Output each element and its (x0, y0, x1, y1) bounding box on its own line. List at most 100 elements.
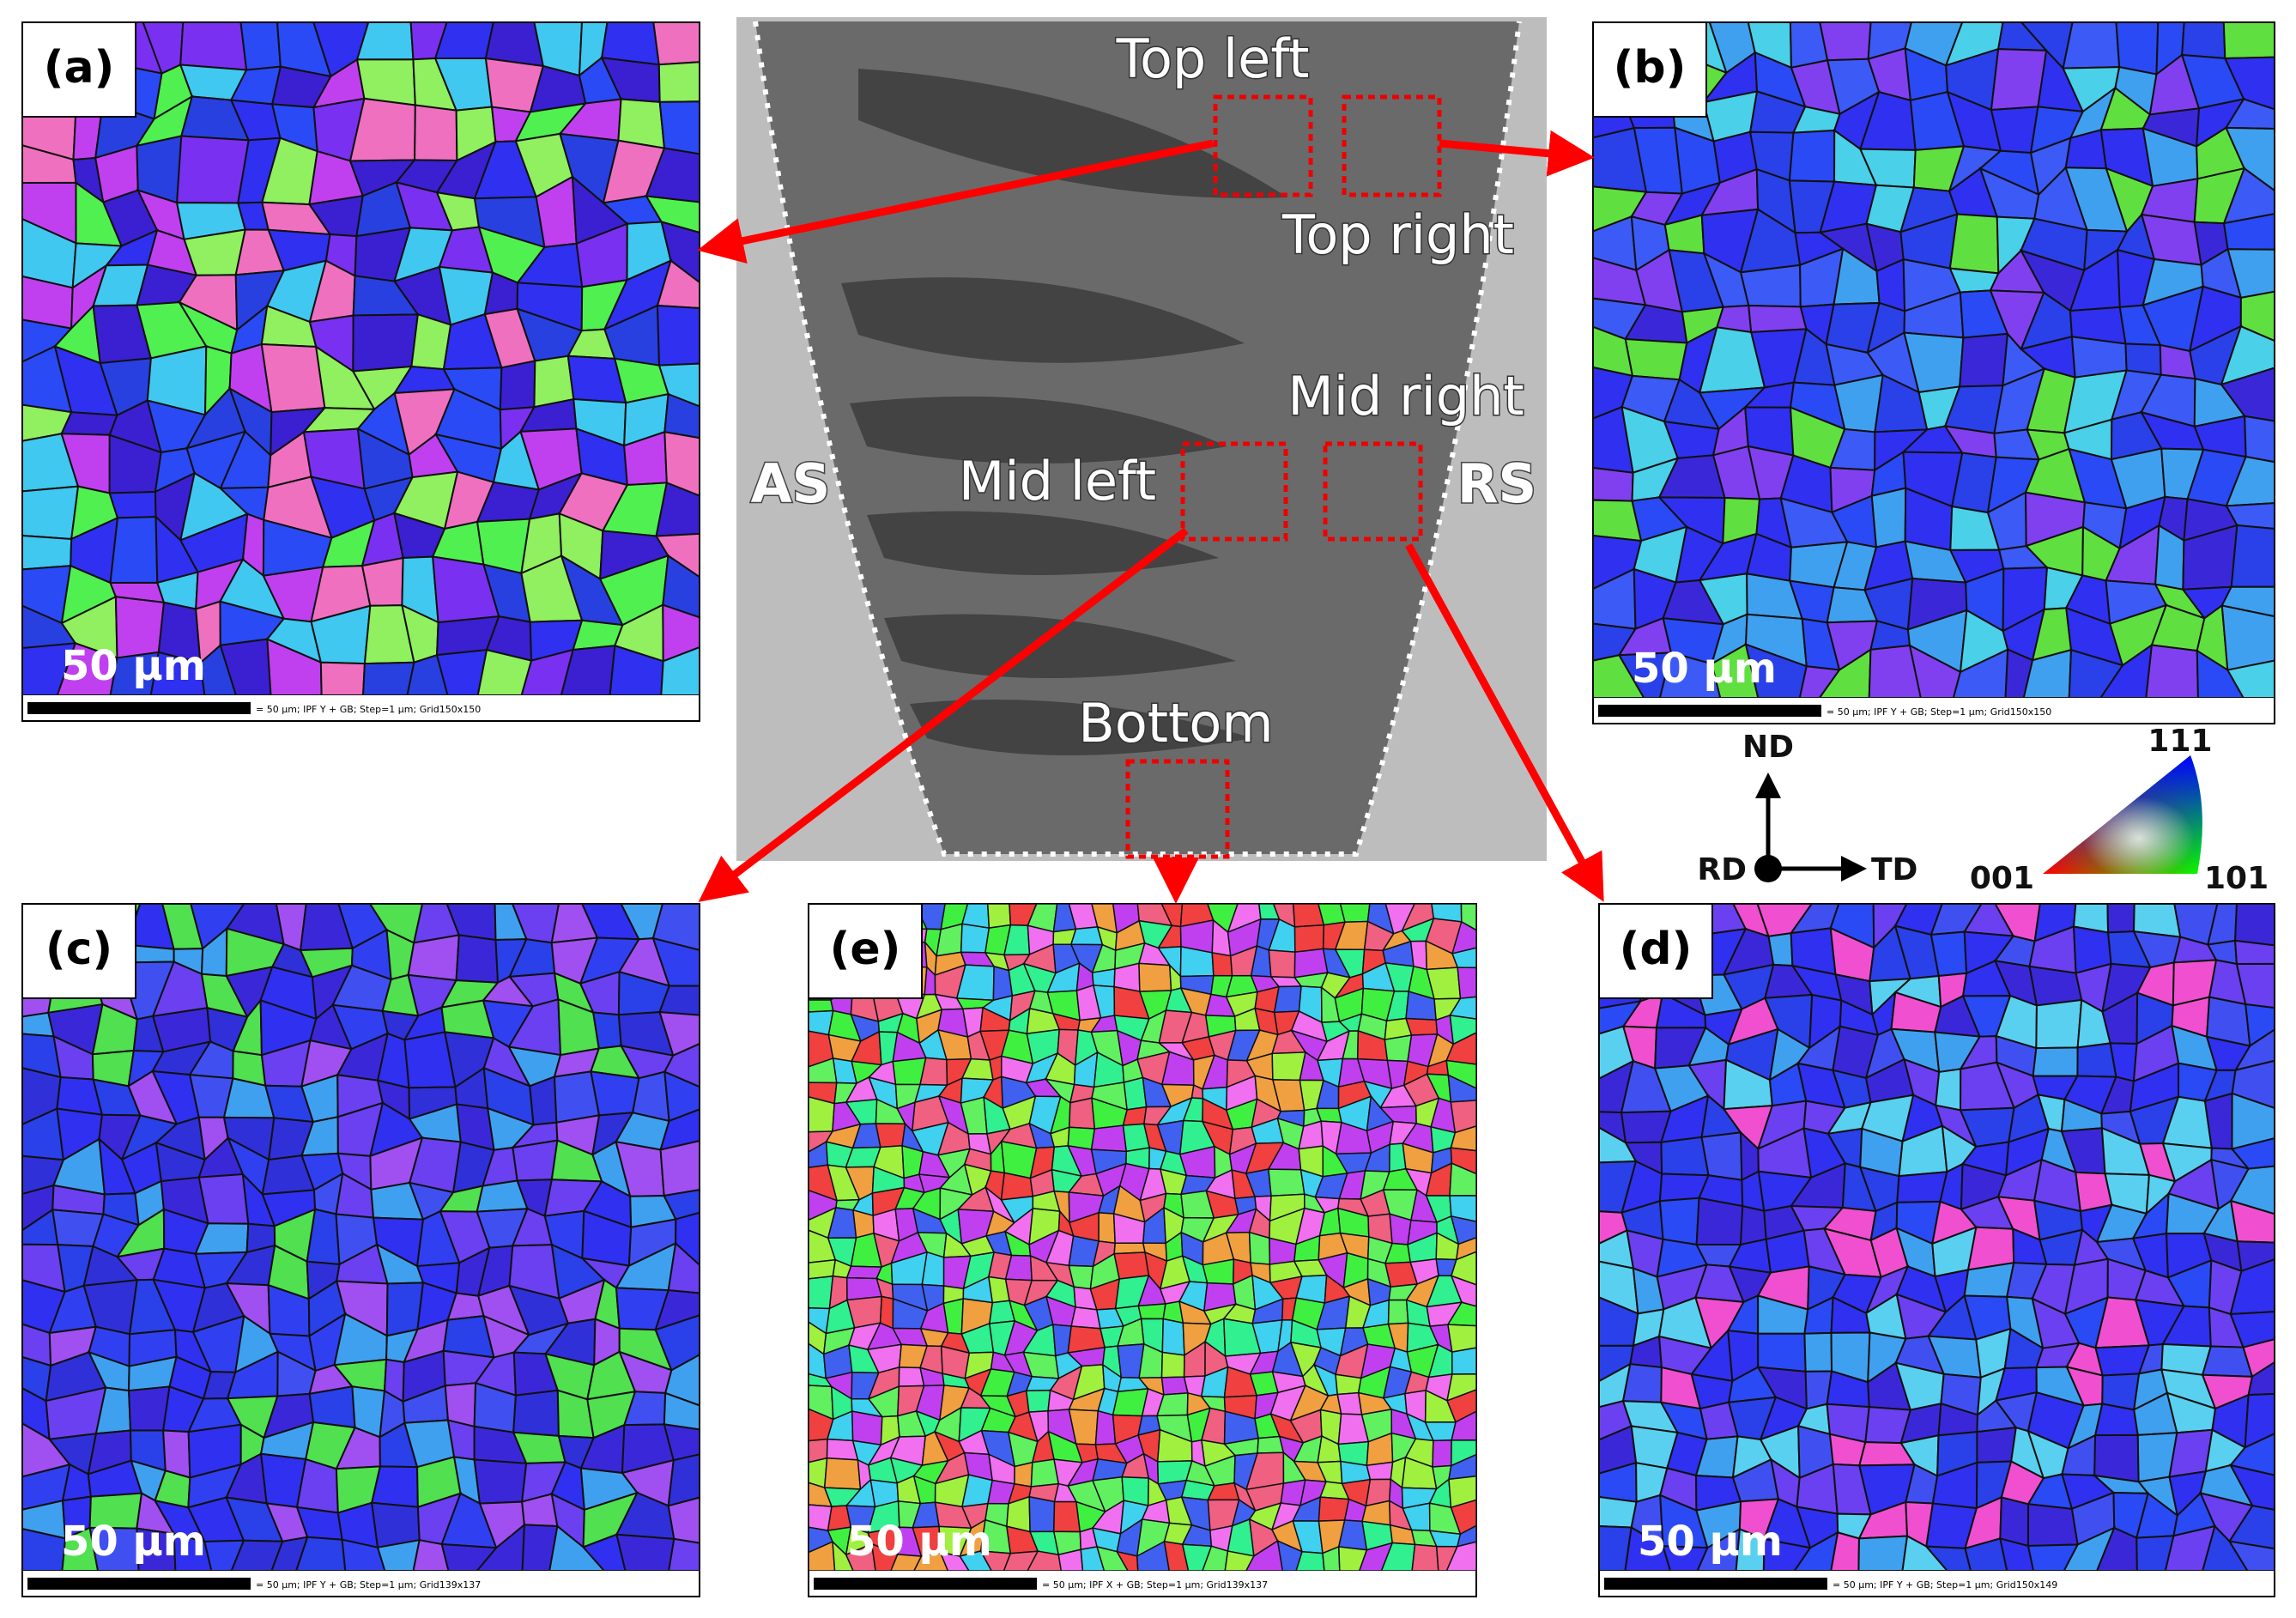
scale-bar (1604, 1578, 1827, 1590)
grain (476, 648, 533, 695)
grain (1315, 1107, 1342, 1124)
grain (352, 313, 419, 373)
grain (512, 1139, 559, 1182)
grain (1161, 1318, 1185, 1356)
grain (1211, 952, 1233, 977)
grain (1976, 1427, 2017, 1463)
grain (2026, 1543, 2080, 1571)
panel-label: (b) (1614, 42, 1687, 94)
grain (533, 355, 575, 409)
grain (1624, 1525, 1672, 1571)
grain (1735, 1527, 1766, 1571)
map-footer: = 50 µm; IPF Y + GB; Step=1 µm; Grid150x… (1833, 1579, 2057, 1591)
onion-rings (841, 69, 1287, 755)
grain (2145, 644, 2199, 698)
region-label: Mid left (959, 450, 1156, 512)
grain (2220, 585, 2275, 618)
grain (654, 1289, 700, 1331)
grain (659, 1140, 700, 1197)
grain (1798, 665, 1841, 698)
grain (197, 1173, 250, 1225)
grain (1451, 920, 1476, 954)
axis-label: TD (1871, 852, 1917, 888)
panel-label-box (1598, 903, 1713, 999)
grain (2229, 1258, 2275, 1316)
grain (1948, 213, 2000, 275)
grain (1765, 1229, 1810, 1274)
grain (581, 1533, 627, 1571)
grain (1028, 1495, 1056, 1533)
grain (590, 1070, 640, 1117)
grain (609, 644, 664, 695)
grain (1069, 1097, 1096, 1130)
grain (499, 360, 536, 411)
grain (1411, 1543, 1439, 1571)
region-label: Bottom (1078, 692, 1273, 754)
grain (22, 642, 77, 695)
grain (1445, 1032, 1476, 1065)
grain (1096, 1545, 1129, 1571)
grain (1819, 22, 1872, 62)
grain (1053, 1500, 1081, 1533)
grain (2032, 1046, 2079, 1077)
grain (1113, 1251, 1150, 1280)
grain (1273, 985, 1302, 1014)
grain (1445, 1059, 1476, 1089)
grain (266, 638, 323, 695)
grain (2228, 1463, 2275, 1511)
grain (109, 651, 161, 695)
grain (960, 923, 990, 954)
arrows (697, 130, 1604, 904)
sample-axes: ND RD TD (1697, 730, 1917, 888)
grain (658, 1010, 700, 1057)
grain (1857, 1535, 1909, 1571)
ebsd-panel: (c) 50 µm = 50 µm; IPF Y + GB; Step=1 µm; … (21, 903, 700, 1597)
grain (1445, 1541, 1476, 1571)
grain (809, 999, 834, 1013)
grain (656, 259, 700, 310)
grain (2022, 648, 2073, 698)
grain (809, 1541, 836, 1571)
grain (1446, 1301, 1476, 1327)
ebsd-panel: (e) 50 µm = 50 µm; IPF X + GB; Step=1 µm; … (808, 903, 1477, 1597)
scale-label: 50 µm (1632, 645, 1777, 693)
panel-label-box (1592, 21, 1707, 118)
grain (362, 661, 415, 695)
grain (2220, 324, 2275, 386)
grain (2244, 415, 2275, 464)
grain (2093, 1433, 2140, 1483)
grain-map (22, 904, 700, 1571)
axis-label: RD (1697, 852, 1747, 888)
ipf-label: 111 (2148, 724, 2212, 759)
grain (1337, 1546, 1368, 1571)
grain (2230, 1137, 2275, 1170)
grain (657, 61, 700, 103)
grain (1739, 1204, 1767, 1246)
grain (1435, 1545, 1459, 1571)
grain (414, 104, 458, 161)
grain (645, 195, 700, 233)
scale-label: 50 µm (847, 1518, 992, 1566)
grain (654, 532, 700, 579)
grain (890, 1554, 923, 1571)
grain (1450, 1439, 1476, 1467)
grain (1163, 1540, 1190, 1571)
region-boxes (1125, 94, 1442, 859)
grain (1449, 1195, 1476, 1222)
grain (809, 1275, 834, 1310)
grain (2220, 367, 2275, 422)
grain (230, 1539, 284, 1571)
grain (2106, 904, 2135, 934)
grain (1696, 1527, 1742, 1571)
grain (1455, 1237, 1476, 1261)
grain (2233, 1028, 2275, 1072)
panel-label: (c) (45, 924, 112, 975)
grain (2223, 56, 2275, 111)
grain (2235, 962, 2275, 1009)
ipf-label: 101 (2204, 861, 2269, 896)
grain (239, 22, 282, 71)
grain (1404, 1017, 1439, 1036)
grain-map (809, 904, 1476, 1571)
grain (1115, 1550, 1139, 1571)
